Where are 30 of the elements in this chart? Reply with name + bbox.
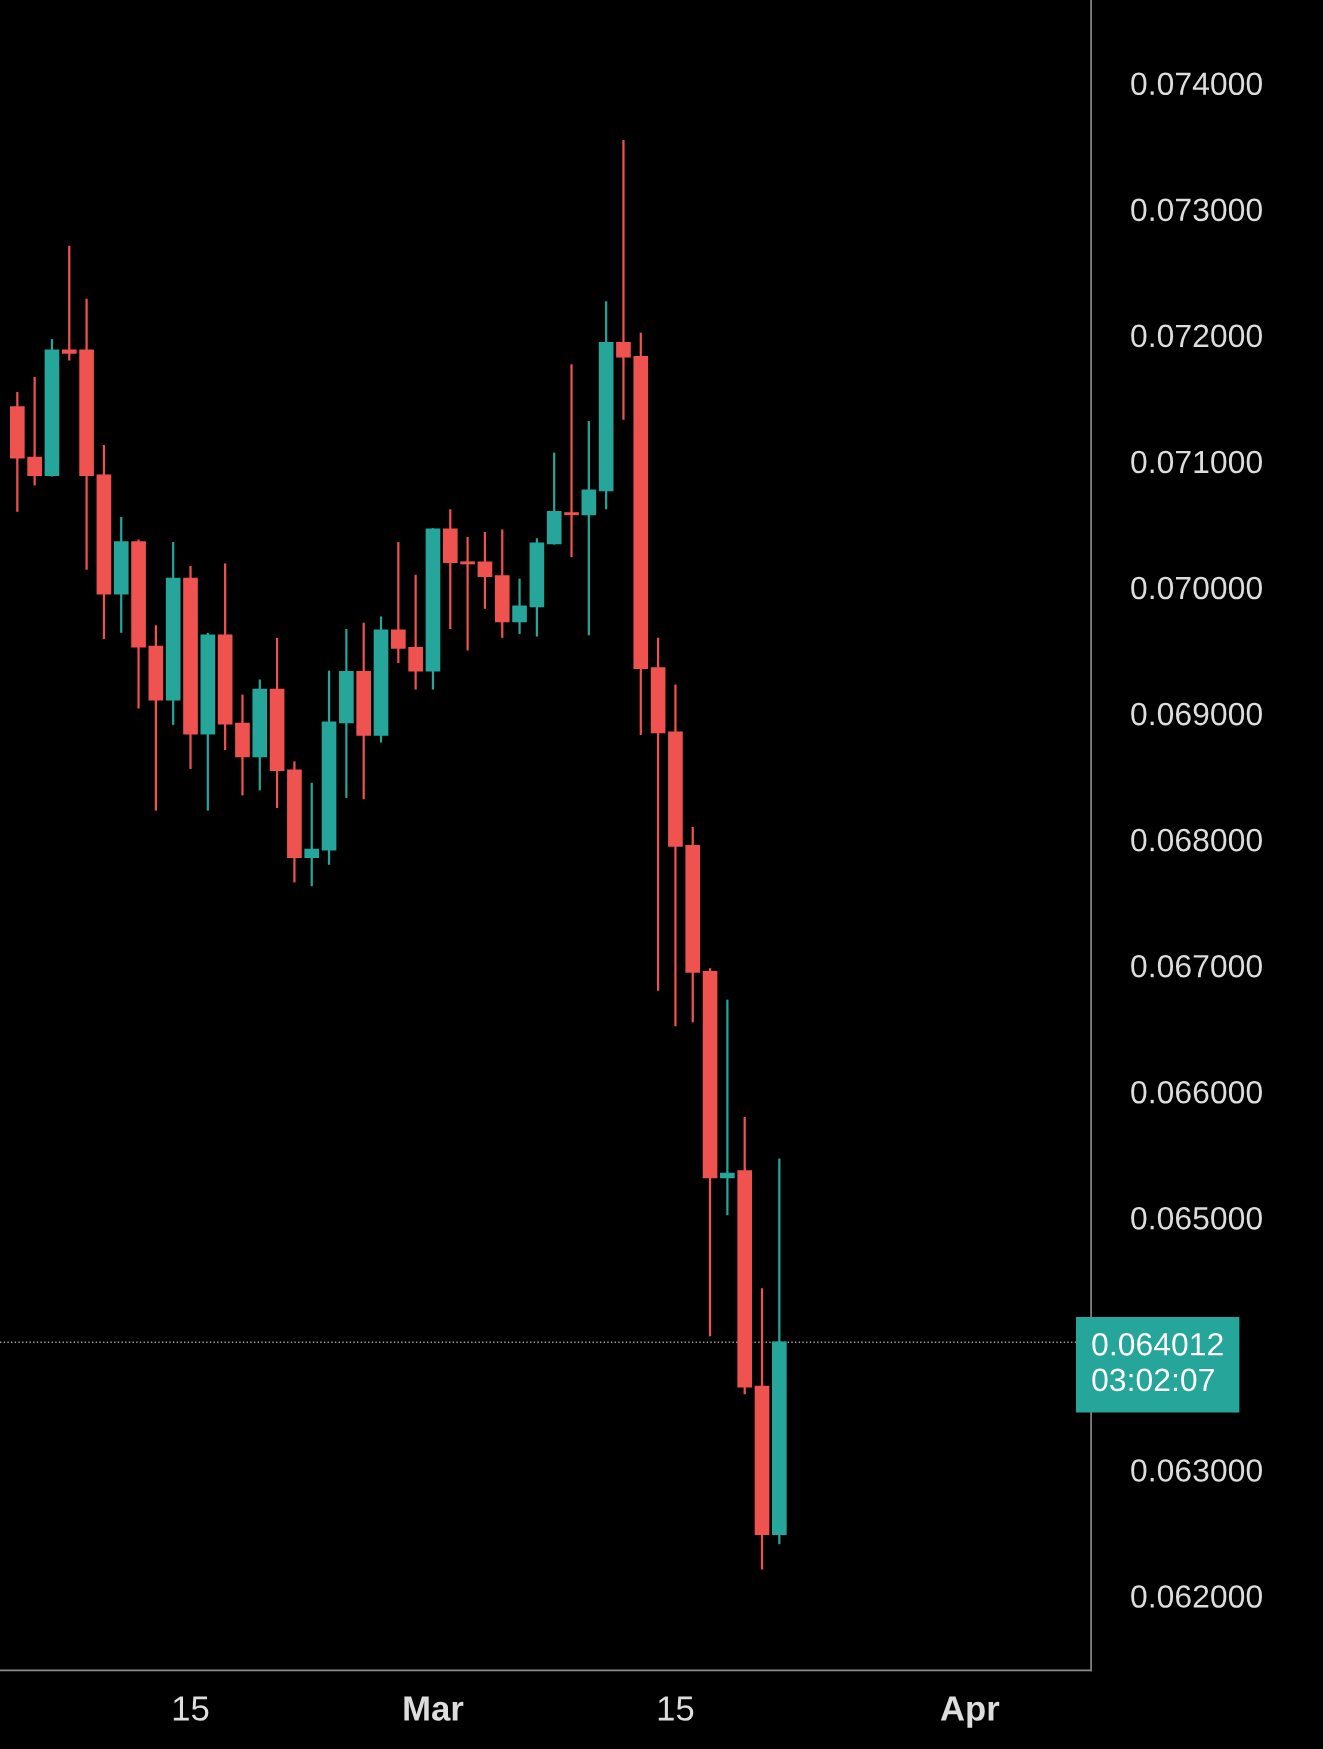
- candlestick: [477, 530, 493, 610]
- y-tick-label: 0.073000: [1131, 198, 1262, 222]
- y-tick-label: 0.070000: [1131, 576, 1262, 600]
- y-tick-label: 0.071000: [1131, 450, 1262, 474]
- y-tick-label: 0.069000: [1131, 702, 1262, 726]
- candlestick: [27, 375, 42, 487]
- y-tick-label: 0.063000: [1131, 1459, 1262, 1482]
- text: 03:02:07: [1092, 1368, 1214, 1392]
- x-tick-label: Apr: [940, 1696, 1000, 1728]
- y-tick-label: 0.066000: [1131, 1080, 1262, 1104]
- candlestick: [304, 781, 320, 888]
- y-tick-label: 0.068000: [1131, 828, 1262, 852]
- candlestick: [616, 138, 631, 421]
- x-tick-label: Mar: [404, 1696, 464, 1721]
- candlestick: [460, 535, 475, 652]
- candlestick: [391, 540, 406, 665]
- y-tick-label: 0.074000: [1131, 72, 1262, 96]
- candlestick: [408, 573, 423, 691]
- y-tick-label: 0.065000: [1131, 1207, 1262, 1230]
- candlestick: [581, 419, 597, 637]
- y-tick-label: 0.072000: [1131, 324, 1262, 348]
- y-tick-label: 0.062000: [1131, 1585, 1262, 1608]
- y-tick-label: 0.067000: [1131, 954, 1262, 978]
- x-tick-label: 15: [173, 1696, 209, 1721]
- ref-line-label: 0.064012: [1092, 1333, 1223, 1356]
- candlestick: [720, 998, 735, 1217]
- x-tick-label: 15: [658, 1696, 694, 1721]
- candlestick: [564, 363, 579, 559]
- candlestick: [512, 577, 527, 636]
- candlestick: [61, 244, 77, 362]
